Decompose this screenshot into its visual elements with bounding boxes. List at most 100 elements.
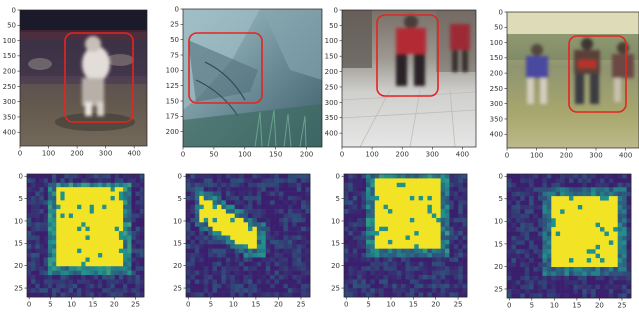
heat-cell bbox=[261, 235, 267, 241]
heat-cell bbox=[560, 209, 565, 215]
heat-cell bbox=[31, 248, 36, 254]
heat-cell bbox=[409, 174, 415, 179]
heat-cell bbox=[582, 240, 588, 246]
heat-cell bbox=[538, 262, 543, 268]
heat-cell bbox=[418, 261, 424, 267]
photo-panel-4 bbox=[507, 12, 639, 148]
heat-cell bbox=[449, 253, 455, 258]
heat-cell bbox=[604, 222, 610, 228]
heat-cell bbox=[551, 240, 557, 246]
heat-cell bbox=[405, 187, 411, 192]
heat-cell bbox=[387, 209, 393, 214]
heat-cell bbox=[190, 279, 196, 285]
heat-cell bbox=[524, 253, 530, 259]
heat-cell bbox=[127, 288, 132, 293]
heat-cell bbox=[27, 270, 32, 276]
heat-cell bbox=[551, 253, 557, 259]
heat-cell bbox=[106, 204, 111, 210]
heat-cell bbox=[199, 222, 205, 228]
heat-cell bbox=[305, 222, 311, 228]
heat-cell bbox=[98, 187, 103, 192]
heat-cell bbox=[270, 213, 275, 219]
heat-cell bbox=[217, 235, 222, 241]
heat-cell bbox=[47, 279, 53, 285]
heat-cell bbox=[274, 222, 280, 228]
heat-cell bbox=[68, 204, 74, 210]
heat-cell bbox=[383, 270, 389, 276]
photo-ytick-label-4-3: 150 bbox=[490, 54, 503, 62]
heat-cell bbox=[445, 200, 450, 206]
heat-cell bbox=[591, 205, 596, 210]
heat-cell bbox=[186, 200, 191, 206]
heat-cell bbox=[35, 217, 40, 223]
heat-cell bbox=[39, 244, 45, 249]
heat-cell bbox=[64, 178, 70, 184]
heat-cell bbox=[409, 235, 415, 241]
heat-cell bbox=[524, 249, 530, 255]
heat-cell bbox=[511, 289, 517, 294]
heat-cell bbox=[577, 284, 583, 290]
heat-cell bbox=[270, 253, 275, 258]
heat-cell bbox=[613, 213, 619, 219]
heat-cell bbox=[217, 213, 222, 219]
heat-cell bbox=[414, 182, 419, 188]
photo-ytick-label-1-1: 50 bbox=[7, 22, 16, 30]
heat-cell bbox=[93, 191, 99, 197]
heat-cell bbox=[365, 275, 371, 280]
heat-cell bbox=[414, 266, 419, 271]
heat-cell bbox=[56, 174, 61, 179]
heat-cell bbox=[529, 178, 534, 184]
heat-cell bbox=[586, 289, 592, 294]
photo-xtick-label-3-3: 300 bbox=[426, 151, 439, 159]
heat-cell bbox=[221, 257, 227, 263]
heat-cell bbox=[39, 182, 45, 188]
heat-cell bbox=[221, 270, 227, 276]
heat-cell bbox=[626, 231, 632, 237]
heat-cell bbox=[431, 226, 437, 232]
heat-cell bbox=[573, 262, 579, 268]
heat-cell bbox=[538, 280, 543, 286]
heat-cell bbox=[379, 204, 384, 210]
heat-cell bbox=[114, 226, 120, 232]
heat-cell bbox=[379, 248, 384, 254]
heat-cell bbox=[577, 240, 583, 246]
heat-cell bbox=[68, 182, 74, 188]
heat-cell bbox=[453, 231, 459, 236]
heat-cell bbox=[401, 257, 406, 263]
heat-cell bbox=[72, 222, 78, 228]
heat-cell bbox=[431, 270, 437, 276]
heat-cell bbox=[208, 257, 213, 263]
heat-cell bbox=[440, 195, 446, 201]
heat-cell bbox=[445, 275, 450, 280]
heat-cell bbox=[47, 200, 53, 206]
heat-cell bbox=[582, 227, 588, 232]
heat-cell bbox=[265, 187, 271, 192]
heat-cell bbox=[270, 244, 275, 249]
heat-cell bbox=[520, 275, 526, 281]
heat-cell bbox=[608, 182, 614, 188]
heat-cell bbox=[374, 279, 380, 285]
heat-cell bbox=[102, 279, 107, 285]
heat-cell bbox=[39, 226, 45, 232]
heat-cell bbox=[370, 231, 376, 236]
heat-cell bbox=[582, 249, 588, 255]
heat-cell bbox=[279, 283, 284, 289]
heat-cell bbox=[139, 226, 145, 232]
heat-cell bbox=[626, 289, 632, 294]
heat-cell bbox=[560, 258, 565, 263]
heat-cell bbox=[564, 258, 570, 263]
heat-cell bbox=[600, 209, 605, 215]
heat-cell bbox=[102, 187, 107, 192]
heat-cell bbox=[427, 266, 433, 271]
heat-cell bbox=[423, 178, 428, 184]
heat-cell bbox=[292, 231, 298, 236]
heat-cell bbox=[98, 226, 103, 232]
heat-cell bbox=[230, 292, 236, 298]
heat-cell bbox=[617, 280, 623, 286]
heat-cell bbox=[256, 235, 262, 241]
heat-cell bbox=[418, 235, 424, 241]
heat-cell bbox=[511, 213, 517, 219]
heat-cell bbox=[387, 178, 393, 184]
heat-cell bbox=[414, 292, 419, 298]
heat-cell bbox=[357, 257, 362, 263]
